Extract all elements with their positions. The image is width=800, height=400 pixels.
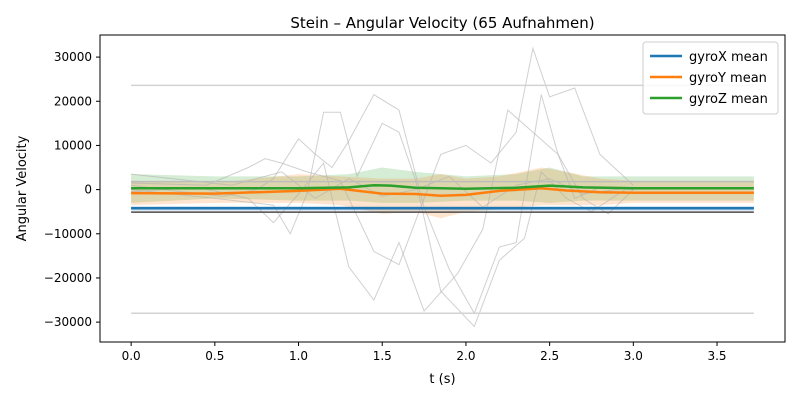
y-tick-label: 0 bbox=[84, 183, 92, 197]
x-tick-label: 0.5 bbox=[205, 349, 224, 363]
legend-label-gyrox: gyroX mean bbox=[689, 50, 768, 65]
mean-line-gyroz bbox=[131, 183, 754, 190]
recording-line-4 bbox=[131, 171, 634, 208]
x-tick-label: 1.0 bbox=[289, 349, 308, 363]
x-tick-label: 3.0 bbox=[624, 349, 643, 363]
mean-line-gyroy bbox=[131, 187, 754, 198]
legend-label-gyroz: gyroZ mean bbox=[689, 92, 768, 107]
recording-line-1 bbox=[131, 46, 634, 266]
x-tick-label: 2.0 bbox=[456, 349, 475, 363]
y-axis-label: Angular Velocity bbox=[15, 135, 30, 241]
y-tick-label: −10000 bbox=[44, 227, 92, 241]
std-band-1 bbox=[131, 167, 754, 219]
y-tick-label: 30000 bbox=[54, 50, 92, 64]
y-tick-label: 20000 bbox=[54, 94, 92, 108]
legend: gyroX mean gyroY mean gyroZ mean bbox=[642, 41, 779, 115]
y-tick-label: −30000 bbox=[44, 315, 92, 329]
x-axis-label: t (s) bbox=[429, 372, 455, 387]
x-tick-label: 1.5 bbox=[373, 349, 392, 363]
y-tick-label: −20000 bbox=[44, 271, 92, 285]
recording-line-3 bbox=[131, 109, 634, 313]
x-tick-label: 0.0 bbox=[122, 349, 141, 363]
recording-line-2 bbox=[131, 111, 626, 328]
legend-label-gyroy: gyroY mean bbox=[689, 71, 767, 86]
recording-line-0 bbox=[131, 93, 634, 315]
std-band-0 bbox=[131, 167, 754, 203]
plot-frame bbox=[99, 34, 786, 343]
x-tick-label: 2.5 bbox=[540, 349, 559, 363]
x-tick-label: 3.5 bbox=[707, 349, 726, 363]
chart-title: Stein – Angular Velocity (65 Aufnahmen) bbox=[290, 14, 594, 32]
y-tick-label: 10000 bbox=[54, 138, 92, 152]
legend-frame bbox=[642, 41, 779, 115]
